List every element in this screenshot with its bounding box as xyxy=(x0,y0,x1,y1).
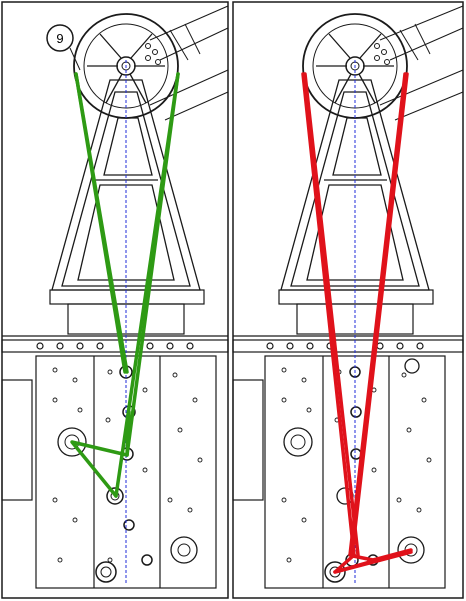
right-support-arm xyxy=(379,5,464,121)
right-holes xyxy=(281,367,432,563)
right-bearing-small xyxy=(404,358,420,374)
right-pulley-2 xyxy=(350,406,362,418)
left-idler-low xyxy=(106,487,124,505)
right-belt-red xyxy=(301,72,413,574)
callout-number: 9 xyxy=(56,31,63,46)
left-drive-pulley xyxy=(95,561,117,583)
callout-9: 9 xyxy=(46,24,81,71)
right-base xyxy=(232,289,464,353)
left-pulley-5 xyxy=(123,519,135,531)
right-drive-pulley xyxy=(324,561,346,583)
left-motor-pulley xyxy=(170,536,198,564)
right-idler-left xyxy=(283,427,313,457)
callout-circle xyxy=(46,24,74,52)
left-holes xyxy=(52,367,203,563)
right-motor-pulley xyxy=(397,536,425,564)
callout-leader xyxy=(69,47,81,71)
right-panel xyxy=(232,1,464,599)
left-base xyxy=(1,289,229,353)
left-belt-green xyxy=(70,72,180,498)
left-panel: 9 xyxy=(1,1,229,599)
left-support-arm xyxy=(149,5,229,121)
left-panel-border xyxy=(1,1,229,599)
right-panel-border xyxy=(232,1,464,599)
left-idler-left xyxy=(57,427,87,457)
left-pulley-6 xyxy=(141,554,153,566)
left-housing xyxy=(1,355,217,589)
left-pulleys xyxy=(57,365,198,583)
